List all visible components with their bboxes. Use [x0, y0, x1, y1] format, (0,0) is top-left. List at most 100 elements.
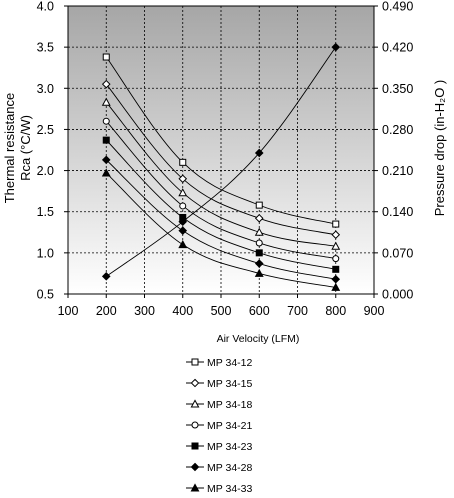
legend-item: MP 34-28 [186, 462, 252, 474]
series-7 [101, 168, 341, 291]
y-right-tick-label: 0.000 [382, 288, 413, 302]
legend-label: MP 34-15 [207, 378, 252, 390]
series-2 [101, 79, 341, 240]
y-left-tick-label: 1.0 [37, 246, 54, 260]
data-point [101, 97, 111, 106]
series-line [105, 46, 337, 277]
data-point [101, 155, 111, 165]
data-point [102, 117, 110, 125]
data-point [254, 268, 264, 277]
data-point [254, 148, 264, 158]
legend-item: MP 34-15 [186, 378, 252, 390]
data-point [331, 241, 341, 250]
x-tick-label: 800 [325, 304, 346, 318]
series-3 [101, 97, 341, 250]
y-right-axis-label: Pressure drop (in-H₂O ) [432, 80, 447, 217]
series-6 [101, 155, 341, 284]
series-line [105, 172, 336, 288]
data-point [178, 239, 188, 249]
series-line [105, 83, 336, 236]
y-right-tick-label: 0.070 [382, 246, 413, 260]
y-right-axis-ticks: 0.000 0.070 0.140 0.210 0.280 0.350 0.420 0.490 [374, 0, 413, 302]
y-left-tick-label: 3.5 [37, 41, 54, 55]
legend-item: MP 34-33 [186, 483, 252, 495]
y-left-axis-label-line1: Thermal resistance [2, 93, 17, 204]
legend-marker [190, 399, 200, 408]
data-point [255, 239, 263, 247]
y-right-tick-label: 0.490 [382, 0, 413, 14]
x-tick-label: 100 [58, 304, 79, 318]
data-point [331, 230, 341, 240]
data-point [331, 282, 341, 291]
data-point [101, 272, 111, 281]
y-left-tick-label: 0.5 [37, 288, 54, 302]
legend-item: MP 34-18 [186, 399, 252, 411]
x-tick-label: 300 [134, 304, 155, 318]
data-point [178, 217, 188, 227]
y-right-tick-label: 0.140 [382, 205, 413, 219]
y-left-tick-label: 3.0 [37, 82, 54, 96]
x-tick-label: 500 [211, 304, 232, 318]
series-8 [101, 42, 341, 281]
legend-marker [190, 483, 200, 492]
data-point [101, 168, 111, 177]
data-point [178, 226, 188, 235]
legend-label: MP 34-33 [207, 483, 252, 495]
legend-label: MP 34-18 [207, 399, 252, 411]
y-left-tick-label: 4.0 [37, 0, 54, 14]
y-right-tick-label: 0.350 [382, 82, 413, 96]
x-tick-label: 200 [96, 304, 117, 318]
y-right-tick-label: 0.420 [382, 41, 413, 55]
legend-label: MP 34-28 [207, 462, 252, 474]
data-point [178, 174, 188, 184]
data-point [102, 136, 110, 144]
data-point [332, 265, 340, 273]
series-4 [102, 117, 340, 263]
legend-label: MP 34-21 [207, 420, 252, 432]
data-point [331, 42, 341, 52]
y-right-tick-label: 0.280 [382, 123, 413, 137]
x-tick-label: 700 [287, 304, 308, 318]
series-1 [102, 53, 340, 228]
legend-marker [191, 358, 199, 366]
data-point [101, 79, 111, 89]
legend-marker [190, 462, 200, 472]
x-tick-label: 900 [364, 304, 385, 318]
legend-marker [191, 421, 199, 429]
data-point [179, 158, 187, 166]
x-axis-ticks: 100 200 300 400 500 600 700 800 900 [58, 294, 385, 318]
data-point [255, 249, 263, 257]
series-line [105, 139, 336, 270]
data-point [332, 220, 340, 228]
series-line [105, 120, 336, 260]
series-line [105, 56, 336, 225]
legend-marker [191, 442, 199, 450]
legend-item: MP 34-12 [186, 357, 252, 369]
data-point [254, 259, 264, 268]
series-line [105, 159, 336, 280]
legend-label: MP 34-12 [207, 357, 252, 369]
x-tick-label: 600 [249, 304, 270, 318]
series-layer [101, 42, 341, 291]
y-left-tick-label: 2.0 [37, 164, 54, 178]
data-point [179, 202, 187, 210]
y-left-tick-label: 2.5 [37, 123, 54, 137]
data-point [254, 213, 264, 223]
x-axis-label: Air Velocity (LFM) [217, 333, 300, 345]
x-tick-label: 400 [172, 304, 193, 318]
y-left-axis-ticks: 0.5 1.0 1.5 2.0 2.5 3.0 3.5 4.0 [37, 0, 68, 302]
legend-item: MP 34-21 [186, 420, 252, 432]
legend-label: MP 34-23 [207, 441, 252, 453]
legend: MP 34-12 MP 34-15 MP 34-18 MP 34-21 MP 34-23… [186, 357, 252, 495]
data-point [254, 227, 264, 236]
legend-marker [190, 378, 200, 388]
data-point [332, 255, 340, 263]
y-left-axis-label-line2: Rca (°C/W) [18, 115, 33, 181]
data-point [178, 188, 188, 197]
y-left-tick-label: 1.5 [37, 205, 54, 219]
data-point [255, 201, 263, 209]
y-right-tick-label: 0.210 [382, 164, 413, 178]
series-line [105, 101, 336, 247]
data-point [102, 53, 110, 61]
